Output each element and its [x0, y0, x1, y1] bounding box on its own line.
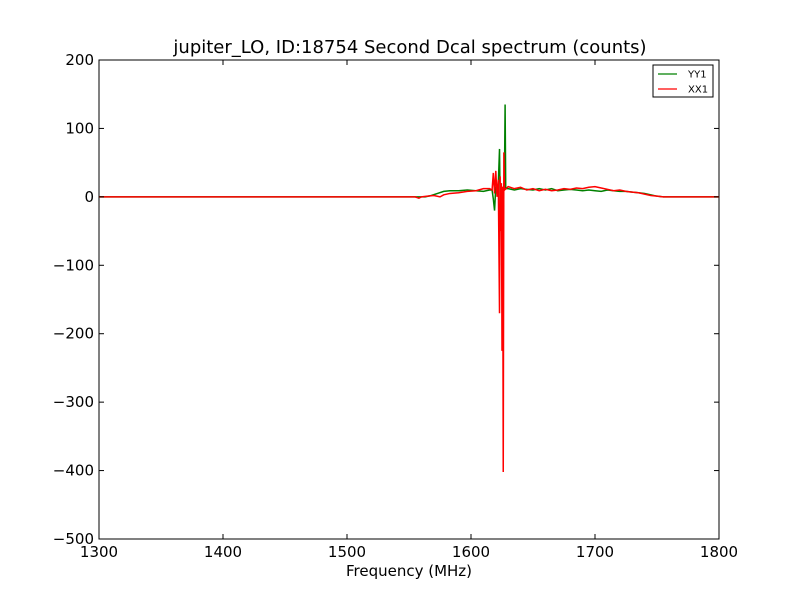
legend-label-yy1: YY1 — [687, 70, 707, 81]
chart-title: jupiter_LO, ID:18754 Second Dcal spectru… — [172, 37, 646, 58]
x-tick-label: 1700 — [576, 543, 614, 561]
legend-label-xx1: XX1 — [688, 85, 708, 96]
series-layer — [99, 104, 719, 472]
x-tick-label: 1300 — [80, 543, 118, 561]
y-tick-label: −500 — [53, 530, 94, 548]
x-tick-label: 1600 — [452, 543, 490, 561]
x-tick-label: 1400 — [204, 543, 242, 561]
y-tick-label: 200 — [65, 51, 94, 69]
y-tick-label: −100 — [53, 256, 94, 274]
y-tick-label: 100 — [65, 119, 94, 137]
ticks-layer — [98, 59, 720, 540]
y-tick-label: −200 — [53, 325, 94, 343]
y-tick-label: 0 — [84, 188, 94, 206]
x-tick-label: 1800 — [700, 543, 738, 561]
x-axis-label: Frequency (MHz) — [346, 562, 472, 580]
legend-frame — [652, 64, 714, 98]
axes-frame — [98, 59, 720, 540]
x-tick-label: 1500 — [328, 543, 366, 561]
series-line-xx1 — [99, 152, 719, 472]
y-tick-label: −400 — [53, 462, 94, 480]
plot-area — [98, 59, 720, 540]
y-tick-label: −300 — [53, 393, 94, 411]
tick-labels-layer: 1300 1400 1500 1600 1700 1800 200 100 0 −100 −200 −… — [53, 51, 738, 561]
